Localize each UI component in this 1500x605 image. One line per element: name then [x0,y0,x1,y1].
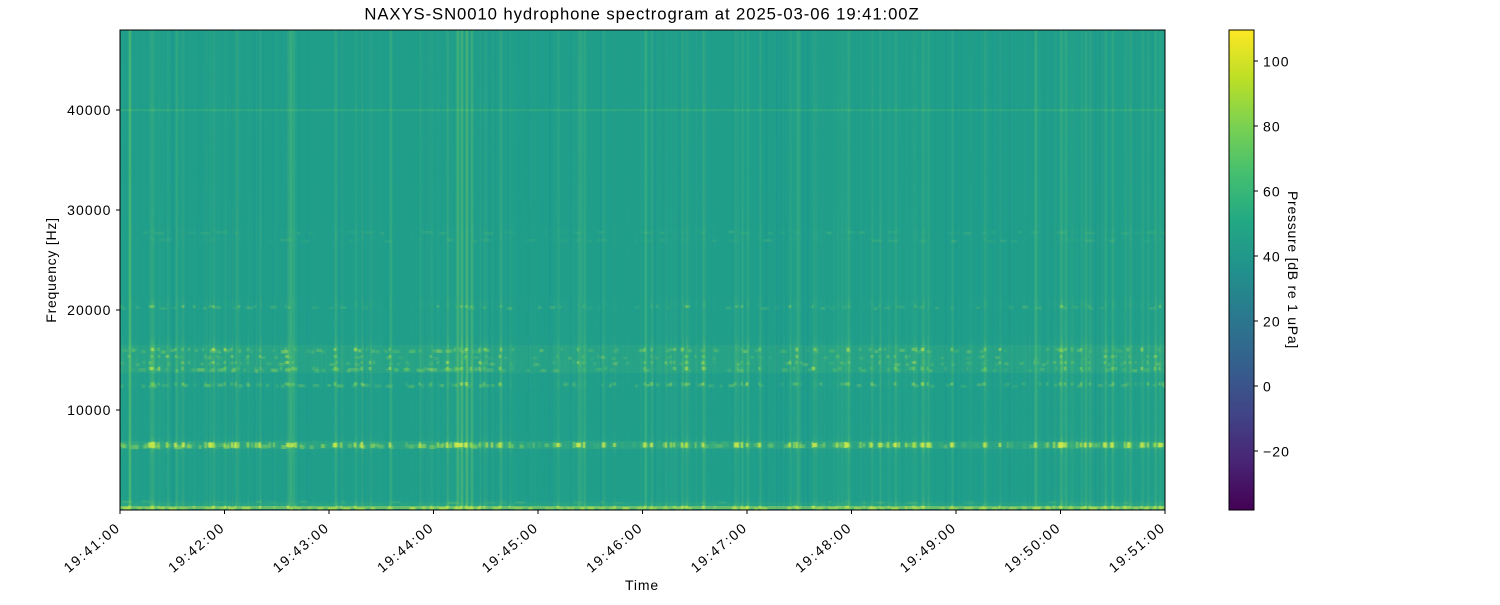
svg-text:80: 80 [1263,119,1281,135]
svg-text:40000: 40000 [67,102,111,118]
svg-text:100: 100 [1263,54,1290,70]
svg-text:40: 40 [1263,249,1281,265]
svg-text:20000: 20000 [67,302,111,318]
svg-text:10000: 10000 [67,402,111,418]
svg-text:20: 20 [1263,314,1281,330]
svg-text:Frequency [Hz]: Frequency [Hz] [43,217,59,322]
svg-text:NAXYS-SN0010 hydrophone spectr: NAXYS-SN0010 hydrophone spectrogram at 2… [364,5,919,24]
svg-text:0: 0 [1263,379,1272,395]
svg-text:−20: −20 [1263,444,1290,460]
svg-text:Time: Time [625,577,659,593]
svg-text:30000: 30000 [67,202,111,218]
svg-text:60: 60 [1263,184,1281,200]
svg-text:Pressure [dB re 1 uPa]: Pressure [dB re 1 uPa] [1285,191,1301,349]
